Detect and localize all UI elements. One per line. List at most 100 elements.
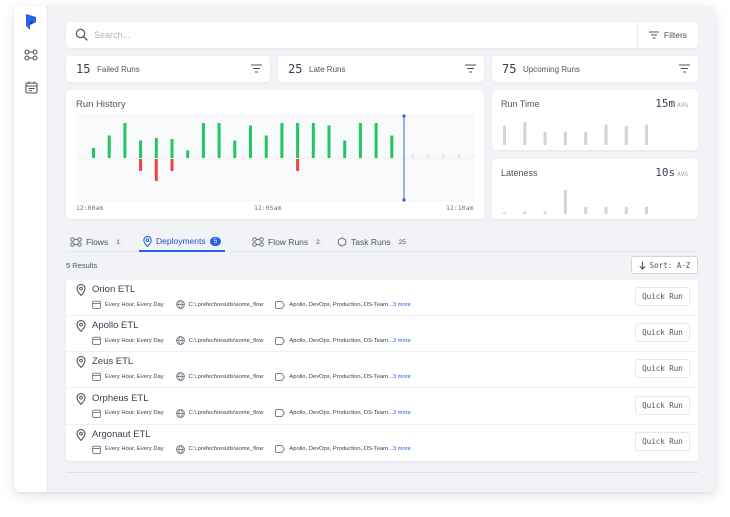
search-bar: Filters bbox=[66, 22, 698, 48]
filters-button[interactable]: Filters bbox=[637, 22, 698, 48]
more-tags-link[interactable]: 3 more bbox=[392, 446, 411, 453]
lateness-bar bbox=[645, 206, 649, 214]
tag-icon bbox=[275, 409, 286, 417]
flows-nav-icon[interactable] bbox=[20, 44, 42, 66]
completed-runs-bar[interactable] bbox=[139, 140, 143, 159]
failed-runs-card[interactable]: 15 Failed Runs bbox=[66, 56, 270, 82]
completed-runs-bar[interactable] bbox=[233, 140, 237, 159]
completed-runs-bar[interactable] bbox=[264, 135, 268, 159]
run-time-value: 15m AVG bbox=[655, 97, 688, 110]
deployment-row[interactable]: Zeus ETL Every Hour, Every Day C:\.prefe… bbox=[66, 352, 698, 389]
search-input[interactable] bbox=[94, 26, 614, 44]
failed-runs-bar[interactable] bbox=[154, 159, 158, 181]
run-history-title: Run History bbox=[76, 99, 126, 110]
prefect-logo-icon[interactable] bbox=[24, 14, 38, 30]
run-time-title: Run Time bbox=[501, 99, 540, 109]
completed-runs-bar[interactable] bbox=[358, 123, 362, 158]
completed-runs-bar[interactable] bbox=[107, 135, 111, 159]
lateness-bar bbox=[543, 211, 547, 214]
tab-deployments-label: Deployments bbox=[156, 236, 206, 246]
run-history-chart[interactable] bbox=[76, 114, 474, 202]
calendar-icon bbox=[92, 445, 101, 454]
globe-icon bbox=[175, 408, 185, 418]
globe-icon bbox=[175, 444, 185, 454]
quick-run-button[interactable]: Quick Run bbox=[635, 359, 690, 379]
completed-runs-bar[interactable] bbox=[311, 123, 315, 158]
tab-task-runs[interactable]: Task Runs 25 bbox=[337, 232, 410, 252]
lateness-bar bbox=[624, 206, 628, 214]
filter-icon bbox=[648, 31, 659, 39]
completed-runs-bar[interactable] bbox=[154, 138, 158, 158]
calendar-nav-icon[interactable] bbox=[20, 76, 42, 98]
deployment-tags: Apollo, DevOps, Production, DS-Team...3 … bbox=[289, 337, 411, 344]
completed-runs-bar[interactable] bbox=[374, 123, 378, 158]
upcoming-runs-card[interactable]: 75 Upcoming Runs bbox=[492, 56, 698, 82]
tab-deployments-count: 5 bbox=[209, 236, 222, 246]
deployment-row[interactable]: Apollo ETL Every Hour, Every Day C:\.pre… bbox=[66, 316, 698, 353]
deployment-row[interactable]: Orion ETL Every Hour, Every Day C:\.pref… bbox=[66, 280, 698, 316]
run-history-card: Run History 12:00am 12:05am 12:10am bbox=[66, 90, 484, 219]
tab-flows-count: 1 bbox=[112, 237, 124, 247]
tag-icon bbox=[275, 373, 286, 381]
failed-runs-bar[interactable] bbox=[296, 159, 300, 171]
completed-runs-bar[interactable] bbox=[343, 140, 347, 159]
run-time-bar bbox=[563, 131, 567, 145]
map-pin-icon bbox=[76, 284, 86, 296]
deployment-name[interactable]: Orion ETL bbox=[92, 284, 136, 295]
completed-runs-bar[interactable] bbox=[280, 123, 284, 158]
completed-runs-bar[interactable] bbox=[92, 148, 95, 158]
map-pin-icon bbox=[76, 320, 86, 333]
completed-runs-bar[interactable] bbox=[390, 135, 394, 159]
filter-icon[interactable] bbox=[465, 64, 476, 73]
task-runs-icon bbox=[337, 237, 347, 247]
deployment-name[interactable]: Orpheus ETL bbox=[92, 392, 149, 404]
deployment-meta: Every Hour, Every Day C:\.prefect\result… bbox=[92, 336, 411, 346]
tab-flow-runs[interactable]: Flow Runs 2 bbox=[252, 232, 324, 252]
tab-flow-runs-label: Flow Runs bbox=[268, 237, 309, 247]
tab-flows-label: Flows bbox=[86, 237, 109, 247]
completed-runs-bar[interactable] bbox=[186, 150, 190, 159]
deployment-tags: Apollo, DevOps, Production, DS-Team...3 … bbox=[289, 410, 411, 417]
filter-icon[interactable] bbox=[679, 64, 690, 73]
completed-runs-bar[interactable] bbox=[249, 125, 252, 159]
quick-run-button[interactable]: Quick Run bbox=[635, 287, 690, 306]
deployment-row[interactable]: Orpheus ETL Every Hour, Every Day C:\.pr… bbox=[66, 389, 698, 425]
tab-flow-runs-count: 2 bbox=[312, 237, 324, 247]
arrow-down-icon bbox=[639, 261, 646, 270]
quick-run-button[interactable]: Quick Run bbox=[635, 395, 690, 415]
search-icon bbox=[75, 28, 88, 41]
deployment-name[interactable]: Apollo ETL bbox=[92, 320, 139, 332]
more-tags-link[interactable]: 3 more bbox=[392, 337, 411, 344]
more-tags-link[interactable]: 3 more bbox=[392, 373, 411, 380]
more-tags-link[interactable]: 3 more bbox=[392, 301, 411, 308]
tab-flows[interactable]: Flows 1 bbox=[70, 232, 124, 252]
deployment-name[interactable]: Zeus ETL bbox=[92, 356, 134, 368]
tab-deployments[interactable]: Deployments 5 bbox=[139, 232, 226, 252]
filter-icon[interactable] bbox=[251, 64, 262, 73]
deployment-path: C:\.prefect\results\some_flow bbox=[188, 373, 264, 380]
run-time-bar bbox=[624, 125, 628, 145]
completed-runs-bar[interactable] bbox=[170, 139, 174, 158]
deployment-row[interactable]: Argonaut ETL Every Hour, Every Day C:\.p… bbox=[66, 425, 698, 461]
quick-run-button[interactable]: Quick Run bbox=[635, 323, 690, 343]
failed-runs-bar[interactable] bbox=[170, 159, 174, 171]
quick-run-button[interactable]: Quick Run bbox=[635, 431, 690, 451]
calendar-icon bbox=[92, 409, 101, 418]
completed-runs-bar[interactable] bbox=[123, 123, 127, 158]
late-runs-card[interactable]: 25 Late Runs bbox=[278, 56, 484, 82]
completed-runs-bar[interactable] bbox=[327, 125, 331, 159]
tag-icon bbox=[275, 445, 286, 454]
tag-icon bbox=[275, 300, 286, 309]
globe-icon bbox=[175, 372, 185, 382]
deployment-name[interactable]: Argonaut ETL bbox=[92, 428, 151, 440]
completed-runs-bar[interactable] bbox=[201, 123, 205, 158]
completed-runs-bar[interactable] bbox=[296, 123, 300, 158]
lateness-bar bbox=[604, 206, 608, 214]
run-time-bar bbox=[645, 124, 649, 145]
more-tags-link[interactable]: 3 more bbox=[392, 410, 411, 417]
completed-runs-bar[interactable] bbox=[217, 123, 221, 158]
sort-button[interactable]: Sort: A-Z bbox=[631, 256, 698, 274]
failed-runs-label: Failed Runs bbox=[97, 65, 140, 74]
failed-runs-bar[interactable] bbox=[139, 159, 143, 171]
deployment-schedule: Every Hour, Every Day bbox=[105, 410, 164, 417]
